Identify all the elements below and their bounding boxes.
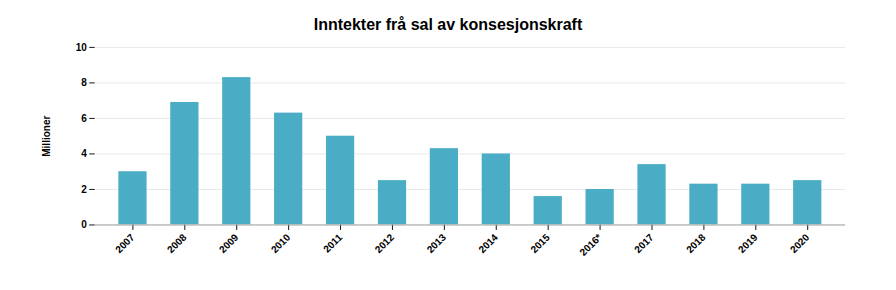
svg-text:2: 2	[81, 184, 87, 195]
svg-text:2010: 2010	[269, 231, 293, 255]
svg-text:2007: 2007	[113, 231, 137, 255]
svg-text:2011: 2011	[321, 231, 344, 254]
svg-text:2009: 2009	[217, 231, 241, 255]
svg-text:2008: 2008	[165, 231, 189, 255]
svg-text:2020: 2020	[788, 231, 812, 255]
svg-text:2014: 2014	[476, 231, 500, 255]
svg-text:6: 6	[81, 113, 87, 124]
svg-text:2013: 2013	[425, 231, 449, 255]
svg-text:0: 0	[81, 219, 87, 230]
svg-text:2016*: 2016*	[577, 232, 603, 258]
svg-text:2018: 2018	[684, 231, 708, 255]
svg-text:2017: 2017	[632, 231, 656, 255]
svg-text:8: 8	[81, 77, 87, 88]
svg-text:2012: 2012	[373, 231, 397, 255]
html-text:Inntekter frå sal av konsesjon: Inntekter frå sal av konsesjonskraft	[313, 16, 583, 33]
svg-text:4: 4	[81, 148, 87, 159]
svg-text:Millioner: Millioner	[41, 116, 52, 157]
svg-text:2015: 2015	[528, 231, 552, 255]
svg-text:2019: 2019	[736, 231, 760, 255]
svg-text:10: 10	[76, 42, 88, 53]
